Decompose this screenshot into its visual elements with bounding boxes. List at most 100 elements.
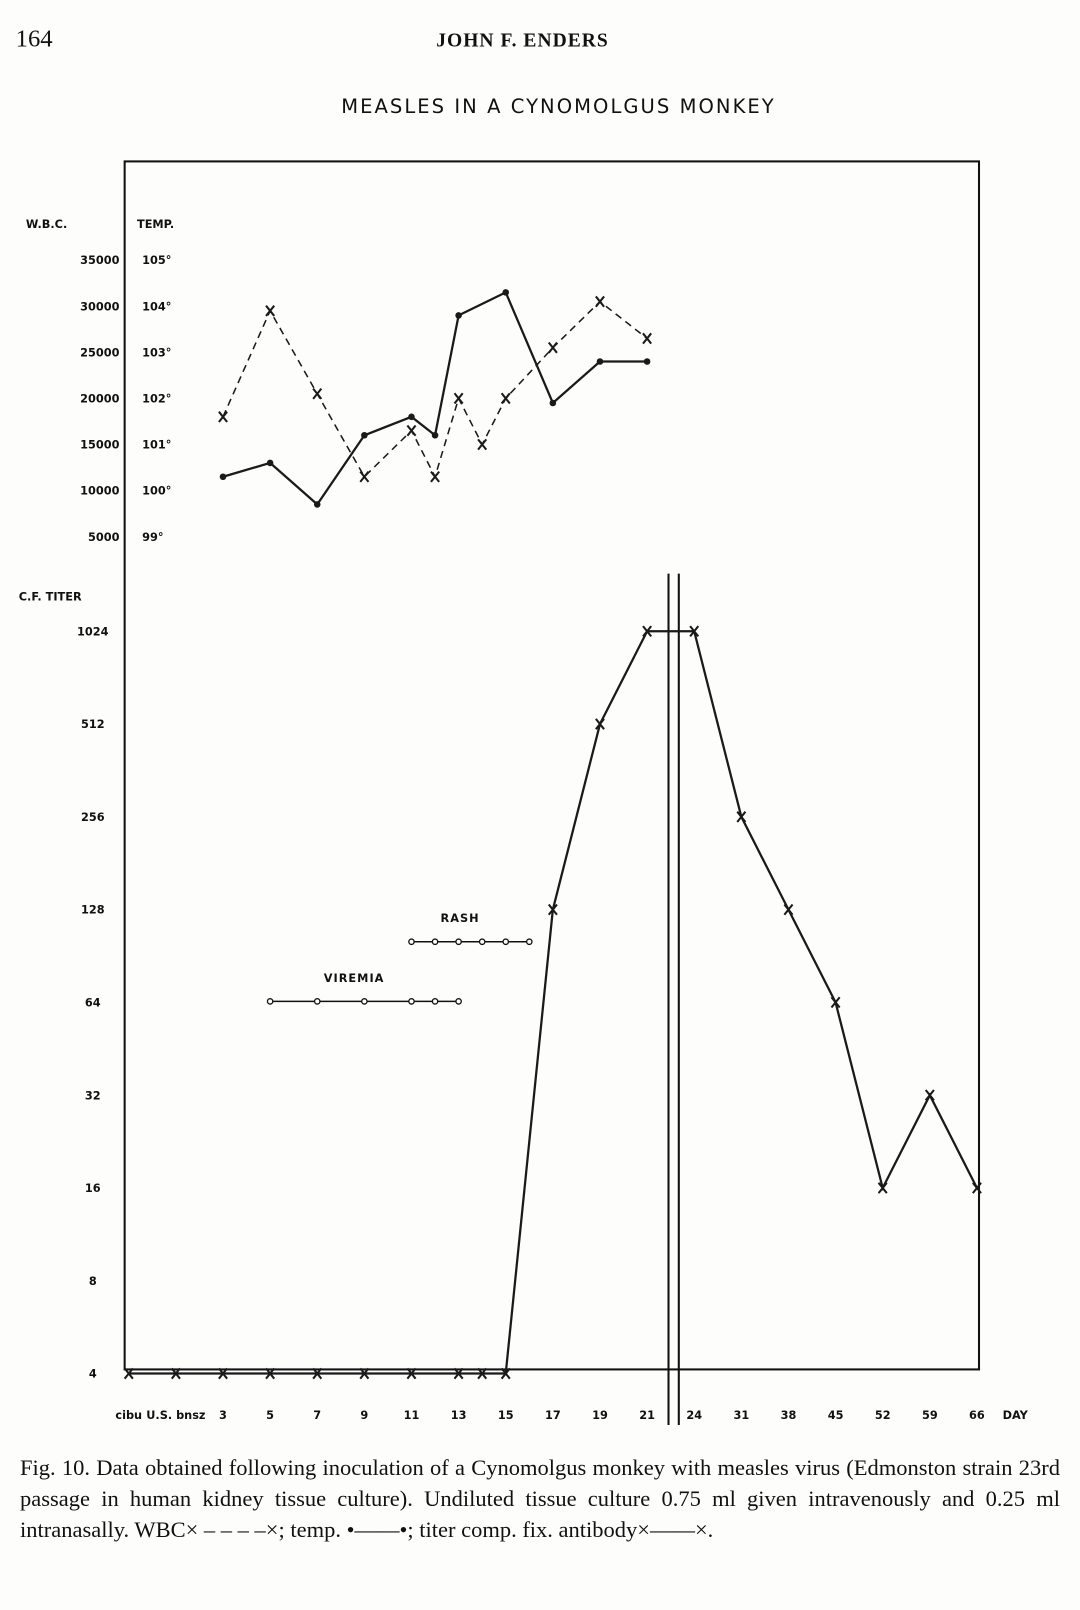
y2-tick-label: 102° <box>142 393 171 406</box>
annotation-point <box>431 998 439 1005</box>
dot-marker <box>596 358 604 365</box>
x-tick-label: 13 <box>451 1409 467 1422</box>
y-tick-label: 20000 <box>80 393 119 406</box>
annotation-point <box>455 998 462 1005</box>
x-tick-label: 11 <box>404 1409 420 1422</box>
annotation-point <box>408 998 415 1005</box>
annotation-point <box>408 938 415 946</box>
series-line <box>128 630 978 1375</box>
page-number: 164 <box>16 25 53 52</box>
annotation-label: VIREMIA <box>324 972 385 985</box>
y2-tick-label: 103° <box>142 346 171 359</box>
x-marker <box>642 332 653 345</box>
y-tick-label: 4 <box>89 1368 97 1381</box>
x-marker <box>477 1367 488 1380</box>
dot-marker <box>408 413 415 421</box>
y2-tick-label: 99° <box>142 531 163 544</box>
y-tick-label: 128 <box>81 904 105 917</box>
x-marker <box>595 295 605 308</box>
dot-marker <box>313 501 321 508</box>
x-tick-label: 24 <box>686 1409 702 1422</box>
y-tick-label: 15000 <box>80 439 119 452</box>
x-tick-label: 7 <box>313 1409 321 1422</box>
x-tick-label: 17 <box>545 1409 561 1422</box>
y-tick-label: 25000 <box>80 346 119 359</box>
x-marker <box>500 392 511 405</box>
x-marker <box>642 625 653 638</box>
x-axis-label: DAY <box>1003 1409 1029 1422</box>
x-marker <box>689 625 700 638</box>
x-marker <box>595 718 605 730</box>
x-marker <box>736 811 747 823</box>
series-line <box>222 290 648 507</box>
x-marker <box>830 996 841 1009</box>
x-marker <box>312 387 323 400</box>
x-marker <box>477 438 488 451</box>
x-marker <box>170 1367 181 1380</box>
x-tick-label: 19 <box>592 1409 608 1422</box>
chart-title: MEASLES IN A CYNOMOLGUS MONKEY <box>341 95 776 118</box>
y2-tick-label: 104° <box>142 300 171 313</box>
dot-marker <box>455 312 462 319</box>
y-tick-label: 30000 <box>80 300 119 313</box>
annotation-point <box>502 938 510 946</box>
dot-marker <box>643 358 651 365</box>
y2-tick-label: 100° <box>142 485 171 498</box>
x-marker <box>430 470 440 483</box>
x-marker <box>218 411 228 423</box>
y-tick-label: 1024 <box>77 625 109 638</box>
x-marker <box>924 1089 935 1101</box>
x-tick-label: 45 <box>828 1409 844 1422</box>
y-tick-label: 512 <box>81 718 105 731</box>
x-tick-label: 3 <box>219 1409 227 1422</box>
plot-frame <box>123 160 981 1371</box>
x-marker <box>265 305 276 317</box>
y-tick-label: 64 <box>85 997 101 1010</box>
x-tick-label: U.S. bnsz <box>146 1409 206 1422</box>
dot-marker <box>549 399 557 407</box>
annotation-point <box>266 998 274 1005</box>
x-marker <box>877 1182 888 1194</box>
dot-marker <box>431 431 439 439</box>
y2-tick-label: 101° <box>142 439 171 452</box>
caption: Fig. 10. Data obtained following inocula… <box>20 1455 1060 1542</box>
x-tick-label: 66 <box>969 1409 985 1422</box>
dot-marker <box>361 431 368 439</box>
y-tick-label: 256 <box>81 811 105 824</box>
annotation-point <box>455 938 462 946</box>
x-tick-label: 9 <box>360 1409 368 1422</box>
series-line <box>222 300 648 479</box>
x-marker <box>123 1367 134 1380</box>
x-tick-label: 59 <box>922 1409 938 1422</box>
x-marker <box>406 424 417 437</box>
x-marker <box>547 903 558 916</box>
x-tick-label: 38 <box>781 1409 797 1422</box>
x-marker <box>453 1367 464 1380</box>
x-tick-label: 52 <box>875 1409 891 1422</box>
y-tick-label: 5000 <box>88 531 120 544</box>
dot-marker <box>502 289 510 296</box>
x-marker <box>406 1367 417 1380</box>
y2-axis-label: TEMP. <box>137 218 174 231</box>
x-tick-label: 5 <box>266 1409 274 1422</box>
dot-marker <box>219 473 227 481</box>
annotation-point <box>361 998 368 1005</box>
running-head: JOHN F. ENDERS <box>436 30 609 51</box>
y2-tick-label: 105° <box>142 254 171 267</box>
y-tick-label: 35000 <box>80 254 119 267</box>
y-tick-label: 16 <box>85 1182 101 1195</box>
x-marker <box>359 470 370 483</box>
y-tick-label: 10000 <box>80 485 119 498</box>
y-tick-label: 8 <box>89 1275 97 1288</box>
x-tick-label: 21 <box>639 1409 655 1422</box>
x-tick-label: cibu <box>115 1409 142 1422</box>
annotation-label: RASH <box>441 912 480 925</box>
annotation-point <box>431 938 439 946</box>
x-tick-label: 15 <box>498 1409 514 1422</box>
x-tick-label: 31 <box>733 1409 749 1422</box>
annotation-point <box>313 998 321 1005</box>
x-marker <box>218 1367 228 1380</box>
x-marker <box>547 341 558 354</box>
x-marker <box>453 392 464 405</box>
